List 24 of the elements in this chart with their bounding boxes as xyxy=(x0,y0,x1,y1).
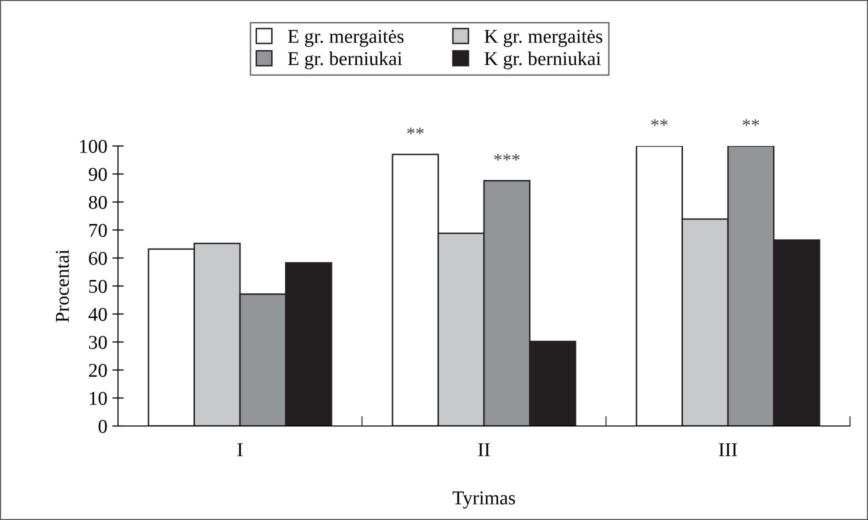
legend-label: K gr. berniukai xyxy=(484,52,601,70)
x-axis-title: Tyrimas xyxy=(452,491,516,508)
legend-label: E gr. mergaitės xyxy=(288,30,404,47)
x-tick-label: III xyxy=(718,443,738,456)
y-tick-label: 10 xyxy=(90,392,107,405)
y-tick-label: 0 xyxy=(98,420,107,433)
y-tick-label: 50 xyxy=(89,280,107,293)
y-tick-label: 60 xyxy=(88,252,107,265)
y-tick-label: 20 xyxy=(88,364,107,377)
y-axis-title: Procentai xyxy=(56,250,69,322)
y-tick-label: 70 xyxy=(89,224,107,237)
legend-label: E gr. berniukai xyxy=(288,52,402,70)
y-tick-label: 100 xyxy=(80,140,107,153)
text: ** xyxy=(742,119,760,126)
x-tick-label: I xyxy=(237,443,243,456)
legend-label: K gr. mergaitės xyxy=(484,30,602,47)
annotation: *** xyxy=(494,154,520,161)
y-tick-label: 90 xyxy=(88,168,107,181)
y-tick-label: 40 xyxy=(88,308,107,321)
text: ** xyxy=(651,119,668,126)
text: ** xyxy=(407,128,424,134)
y-tick-label: 80 xyxy=(88,196,107,209)
x-tick-label: II xyxy=(478,443,490,456)
y-tick-label: 30 xyxy=(89,336,107,349)
